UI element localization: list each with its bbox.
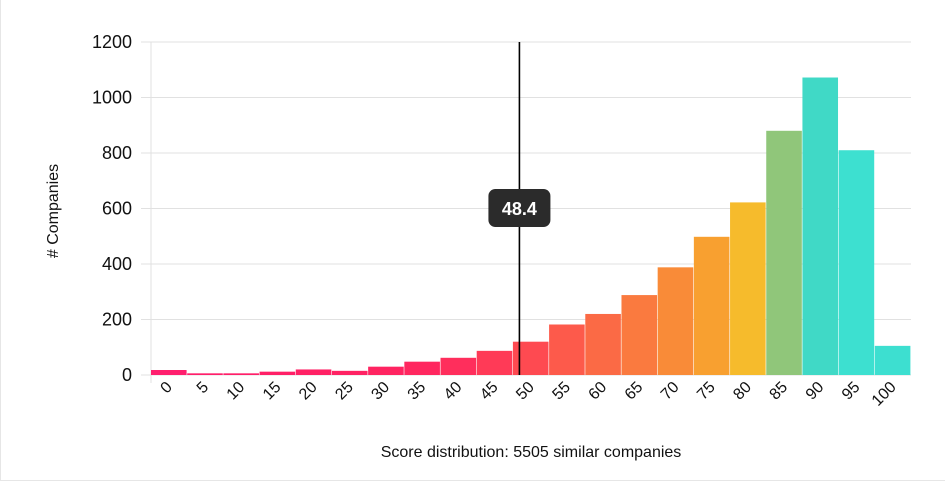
x-tick-label: 65 <box>622 379 647 404</box>
y-tick-label: 600 <box>102 199 132 219</box>
x-tick-label: 45 <box>477 379 502 404</box>
y-tick-label: 1000 <box>92 88 132 108</box>
bar[interactable] <box>187 373 223 375</box>
bar[interactable] <box>693 236 730 375</box>
bar[interactable] <box>404 361 440 375</box>
x-tick-label: 35 <box>405 379 430 404</box>
x-tick-label: 95 <box>839 379 864 404</box>
y-tick-label: 400 <box>102 254 132 274</box>
y-tick-label: 1200 <box>92 32 132 52</box>
y-tick-labels: 0 200 400 600 800 1000 1200 <box>92 32 132 385</box>
x-tick-label: 55 <box>549 379 574 404</box>
x-tick-labels: 0 5 10 15 20 25 30 35 40 45 50 55 60 65 70 75 80 85 90 95 10… <box>158 379 900 410</box>
y-tick-label: 200 <box>102 310 132 330</box>
x-tick-label: 75 <box>694 379 719 404</box>
x-tick-label: 0 <box>158 379 176 397</box>
bar[interactable] <box>259 371 296 375</box>
x-tick-label: 20 <box>296 379 321 404</box>
bar[interactable] <box>621 295 658 375</box>
bar[interactable] <box>223 373 259 375</box>
bar[interactable] <box>295 369 332 375</box>
bar[interactable] <box>549 324 585 375</box>
bar[interactable] <box>151 370 187 375</box>
x-tick-label: 85 <box>767 379 792 404</box>
x-tick-label: 70 <box>658 379 683 404</box>
bar[interactable] <box>802 77 839 376</box>
bar[interactable] <box>730 202 766 375</box>
bar[interactable] <box>440 357 477 375</box>
bar[interactable] <box>331 370 368 375</box>
x-tick-label: 50 <box>513 379 538 404</box>
bar[interactable] <box>368 366 404 375</box>
bar[interactable] <box>766 130 802 375</box>
x-tick-label: 30 <box>368 379 393 404</box>
x-axis-label: Score distribution: 5505 similar compani… <box>381 444 682 461</box>
score-marker-label: 48.4 <box>502 199 537 219</box>
x-tick-label: 80 <box>730 379 755 404</box>
bar[interactable] <box>585 313 621 375</box>
score-marker: 48.4 <box>488 42 551 375</box>
bar[interactable] <box>512 341 549 375</box>
bar[interactable] <box>657 267 694 375</box>
x-tick-label: 10 <box>224 379 249 404</box>
x-tick-label: 15 <box>260 379 285 404</box>
x-tick-label: 60 <box>586 379 611 404</box>
y-axis-label: # Companies <box>45 164 62 258</box>
x-tick-label: 90 <box>803 379 828 404</box>
y-tick-label: 0 <box>122 365 132 385</box>
x-tick-label: 5 <box>194 379 212 397</box>
score-marker-badge <box>488 189 551 227</box>
x-tick-label: 100 <box>869 379 900 410</box>
bar[interactable] <box>838 150 875 375</box>
x-tick-label: 40 <box>441 379 466 404</box>
bars <box>151 77 911 376</box>
x-tick-label: 25 <box>332 379 357 404</box>
y-tick-label: 800 <box>102 143 132 163</box>
bar[interactable] <box>476 350 513 375</box>
bar[interactable] <box>874 345 911 375</box>
